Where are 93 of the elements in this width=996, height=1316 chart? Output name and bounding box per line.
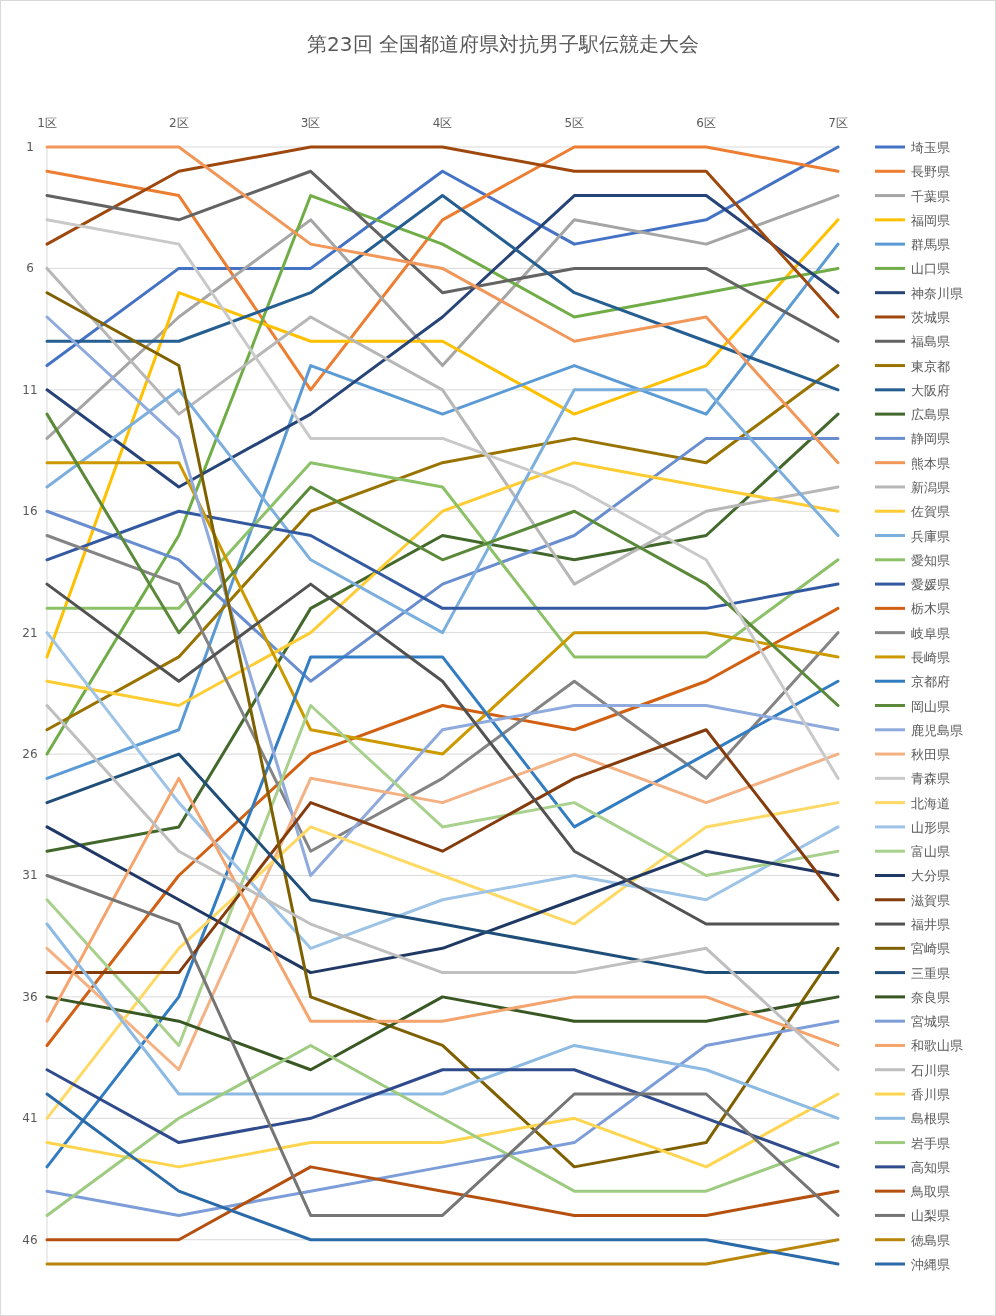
legend-label: 岡山県 — [911, 698, 950, 714]
y-tick-label: 31 — [22, 868, 38, 883]
legend-label: 三重県 — [911, 965, 950, 981]
line-series — [45, 461, 840, 707]
legend-label: 茨城県 — [911, 309, 950, 325]
legend-label: 埼玉県 — [910, 140, 950, 155]
legend-label: 静岡県 — [911, 431, 950, 447]
legend-label: 新潟県 — [911, 479, 950, 495]
legend-label: 高知県 — [911, 1159, 950, 1175]
legend-label: 群馬県 — [911, 237, 950, 253]
legend-label: 秋田県 — [911, 747, 950, 763]
legend-label: 佐賀県 — [911, 504, 950, 520]
legend-label: 広島県 — [911, 407, 950, 423]
x-tick-label: 3区 — [300, 116, 321, 130]
legend-label: 香川県 — [911, 1087, 950, 1103]
line-series — [45, 436, 840, 683]
legend-label: 千葉県 — [911, 188, 950, 204]
line-series — [45, 1092, 840, 1169]
line-series — [45, 461, 840, 756]
legend-label: 北海道 — [911, 795, 950, 811]
legend-label: 神奈川県 — [911, 285, 963, 301]
line-series — [45, 1165, 840, 1242]
line-series — [45, 1092, 840, 1266]
legend-label: 京都府 — [911, 674, 950, 690]
y-tick-label: 21 — [22, 625, 38, 640]
line-series — [45, 801, 840, 1120]
legend-label: 徳島県 — [911, 1232, 950, 1248]
legend-label: 鹿児島県 — [911, 722, 963, 738]
legend-label: 青森県 — [911, 771, 950, 787]
line-series — [45, 266, 840, 586]
legend-label: 山形県 — [911, 819, 950, 835]
line-series — [45, 194, 840, 489]
legend-label: 石川県 — [911, 1062, 950, 1078]
line-series — [45, 655, 840, 1169]
line-series — [45, 291, 840, 1169]
line-series — [45, 509, 840, 610]
y-tick-label: 16 — [22, 504, 38, 519]
legend-label: 山口県 — [911, 261, 950, 277]
legend-label: 長崎県 — [911, 649, 950, 665]
line-series — [45, 194, 840, 392]
line-series — [45, 412, 840, 707]
line-series — [45, 825, 840, 975]
legend-label: 鳥取県 — [910, 1184, 950, 1200]
legend-label: 沖縄県 — [911, 1257, 950, 1272]
line-series — [45, 873, 840, 1217]
y-tick-label: 26 — [22, 747, 38, 762]
legend-label: 福島県 — [911, 334, 950, 350]
line-series — [45, 461, 840, 659]
legend-label: 宮崎県 — [911, 941, 950, 957]
legend-label: 愛知県 — [911, 552, 950, 568]
x-tick-label: 4区 — [432, 116, 453, 130]
y-tick-label: 1 — [26, 140, 34, 154]
chart-title: 第23回 全国都道府県対抗男子駅伝競走大会 — [307, 32, 699, 56]
legend-label: 福岡県 — [911, 212, 950, 228]
legend-label: 岩手県 — [911, 1135, 950, 1151]
legend-label: 奈良県 — [911, 989, 950, 1005]
legend-label: 和歌山県 — [911, 1038, 963, 1054]
y-tick-label: 36 — [22, 989, 38, 1004]
line-series — [45, 388, 840, 635]
legend-label: 岐阜県 — [911, 625, 950, 641]
legend-label: 山梨県 — [911, 1208, 950, 1224]
x-tick-label: 2区 — [169, 116, 189, 130]
legend-label: 長野県 — [911, 164, 950, 180]
legend-label: 大分県 — [911, 868, 950, 884]
y-tick-label: 6 — [26, 261, 34, 276]
legend-label: 宮城県 — [911, 1014, 950, 1030]
legend-label: 栃木県 — [911, 601, 950, 617]
line-series — [45, 631, 840, 950]
line-series — [45, 194, 840, 440]
legend-label: 滋賀県 — [911, 892, 950, 908]
line-series — [45, 922, 840, 1120]
legend-label: 大阪府 — [911, 382, 950, 398]
legend-label: 富山県 — [911, 844, 950, 860]
y-tick-label: 41 — [22, 1111, 38, 1126]
legend-label: 熊本県 — [911, 455, 950, 471]
y-tick-label: 11 — [22, 382, 38, 397]
line-series — [45, 776, 840, 1047]
x-tick-label: 7区 — [828, 116, 848, 130]
legend-label: 兵庫県 — [911, 528, 950, 544]
line-series — [45, 1068, 840, 1169]
line-series — [45, 315, 840, 877]
x-tick-label: 6区 — [696, 116, 716, 130]
line-series — [45, 582, 840, 926]
legend-label: 愛媛県 — [911, 577, 950, 593]
x-tick-label: 1区 — [37, 116, 57, 130]
legend-label: 島根県 — [911, 1111, 950, 1127]
legend-label: 福井県 — [911, 917, 950, 933]
legend-label: 東京都 — [911, 358, 950, 374]
y-tick-label: 46 — [22, 1232, 38, 1247]
x-tick-label: 5区 — [564, 116, 585, 130]
line-series — [45, 364, 840, 732]
line-series — [45, 218, 840, 659]
line-series — [45, 169, 840, 343]
